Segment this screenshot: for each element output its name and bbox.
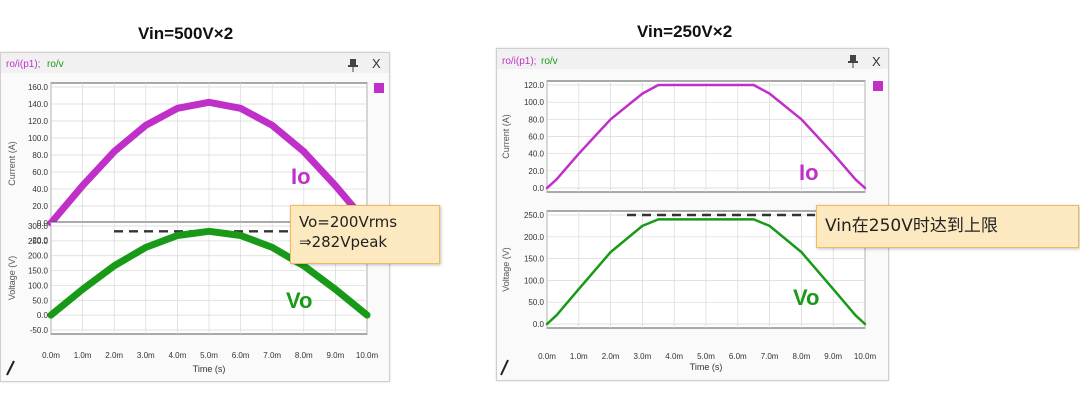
- y-tick-label: 100.0: [524, 276, 545, 285]
- legend-vo[interactable]: ro/v: [47, 59, 64, 70]
- series-line-vo: [47, 227, 371, 319]
- window-titlebar: [1, 53, 389, 73]
- current-axis-label: Current (A): [7, 141, 17, 186]
- y-tick-label: 0.0: [533, 184, 545, 193]
- series-line-io: [545, 83, 867, 190]
- y-tick-label: 0.0: [37, 219, 49, 228]
- y-tick-label: 250.0: [28, 237, 49, 246]
- x-tick-label: 10.0m: [854, 352, 877, 361]
- series-label-vo: Vo: [793, 285, 819, 310]
- series-label-io: Io: [291, 164, 311, 189]
- y-tick-label: 150.0: [28, 267, 49, 276]
- y-tick-label: 80.0: [32, 151, 48, 160]
- series-line-vo: [545, 218, 867, 326]
- callout-left: Vo=200Vrms ⇒282Vpeak: [290, 205, 440, 264]
- y-tick-label: 20.0: [528, 167, 544, 176]
- x-tick-label: 4.0m: [665, 352, 683, 361]
- legend-io[interactable]: ro/i(p1);: [6, 59, 40, 70]
- callout-right: Vin在250V时达到上限: [816, 205, 1079, 248]
- y-tick-label: 40.0: [528, 150, 544, 159]
- voltage-axis-label: Voltage (V): [501, 247, 511, 292]
- legend-vo[interactable]: ro/v: [541, 56, 558, 67]
- pen-icon[interactable]: [6, 360, 15, 376]
- y-tick-label: 50.0: [528, 298, 544, 307]
- y-tick-label: 80.0: [528, 115, 544, 124]
- x-tick-label: 1.0m: [570, 352, 588, 361]
- x-tick-label: 8.0m: [295, 351, 313, 360]
- x-tick-label: 1.0m: [74, 351, 92, 360]
- y-tick-label: 300.0: [28, 222, 49, 231]
- x-tick-label: 6.0m: [232, 351, 250, 360]
- y-tick-label: 0.0: [533, 320, 545, 329]
- y-tick-label: 100.0: [524, 98, 545, 107]
- window-titlebar: [497, 49, 888, 69]
- x-tick-label: 7.0m: [761, 352, 779, 361]
- time-axis-label: Time (s): [193, 364, 226, 374]
- y-tick-label: 120.0: [28, 117, 49, 126]
- scope-window-right[interactable]: ro/i(p1); ro/v X 120.0 100.0 80.0 60.0 40.0 2…: [496, 48, 889, 381]
- pin-icon[interactable]: [848, 55, 858, 68]
- time-axis-label: Time (s): [690, 362, 723, 372]
- x-tick-label: 2.0m: [602, 352, 620, 361]
- color-marker-icon[interactable]: [374, 83, 384, 93]
- series-label-io: Io: [799, 160, 819, 185]
- y-tick-label: 150.0: [524, 255, 545, 264]
- x-tick-label: 0.0m: [538, 352, 556, 361]
- x-tick-label: 10.0m: [356, 351, 379, 360]
- y-tick-label: -50.0: [30, 326, 49, 335]
- y-tick-label: 140.0: [28, 100, 49, 109]
- x-tick-label: 9.0m: [824, 352, 842, 361]
- y-tick-label: 60.0: [528, 133, 544, 142]
- close-icon[interactable]: X: [872, 54, 881, 69]
- x-tick-label: 5.0m: [697, 352, 715, 361]
- x-tick-label: 3.0m: [137, 351, 155, 360]
- heading-left: Vin=500V×2: [138, 24, 234, 43]
- x-tick-label: 6.0m: [729, 352, 747, 361]
- close-icon[interactable]: X: [372, 56, 381, 71]
- x-tick-label: 2.0m: [105, 351, 123, 360]
- x-tick-label: 8.0m: [793, 352, 811, 361]
- legend-io[interactable]: ro/i(p1);: [502, 56, 536, 67]
- heading-right: Vin=250V×2: [637, 22, 733, 41]
- y-tick-label: 20.0: [32, 202, 48, 211]
- voltage-axis-label: Voltage (V): [7, 256, 17, 301]
- y-tick-label: -20.0: [30, 236, 49, 245]
- current-axis-label: Current (A): [501, 114, 511, 159]
- y-tick-label: 120.0: [524, 81, 545, 90]
- callout-left-line2: ⇒282Vpeak: [299, 233, 388, 251]
- y-tick-label: 250.0: [524, 211, 545, 220]
- pin-icon[interactable]: [348, 59, 358, 72]
- scope-plot-right: ro/i(p1); ro/v X 120.0 100.0 80.0 60.0 40.0 2…: [497, 49, 888, 376]
- y-tick-label: 100.0: [28, 281, 49, 290]
- x-tick-label: 0.0m: [42, 351, 60, 360]
- y-tick-label: 0.0: [37, 311, 49, 320]
- callout-left-line1: Vo=200Vrms: [299, 213, 398, 231]
- y-tick-label: 60.0: [32, 168, 48, 177]
- y-tick-label: 160.0: [28, 83, 49, 92]
- y-tick-label: 100.0: [28, 134, 49, 143]
- series-line-io: [47, 98, 371, 227]
- series-label-vo: Vo: [286, 288, 312, 313]
- x-tick-label: 5.0m: [200, 351, 218, 360]
- y-tick-label: 40.0: [32, 185, 48, 194]
- y-tick-label: 200.0: [28, 252, 49, 261]
- y-tick-label: 200.0: [524, 233, 545, 242]
- scope-plot-left: ro/i(p1); ro/v X 160.0 140.0 120.0 100.0 80.…: [1, 53, 389, 376]
- x-tick-label: 4.0m: [169, 351, 187, 360]
- x-tick-label: 3.0m: [634, 352, 652, 361]
- color-marker-icon[interactable]: [873, 81, 883, 91]
- y-tick-label: 50.0: [32, 296, 48, 305]
- x-tick-label: 9.0m: [327, 351, 345, 360]
- pen-icon[interactable]: [500, 359, 509, 376]
- x-tick-label: 7.0m: [263, 351, 281, 360]
